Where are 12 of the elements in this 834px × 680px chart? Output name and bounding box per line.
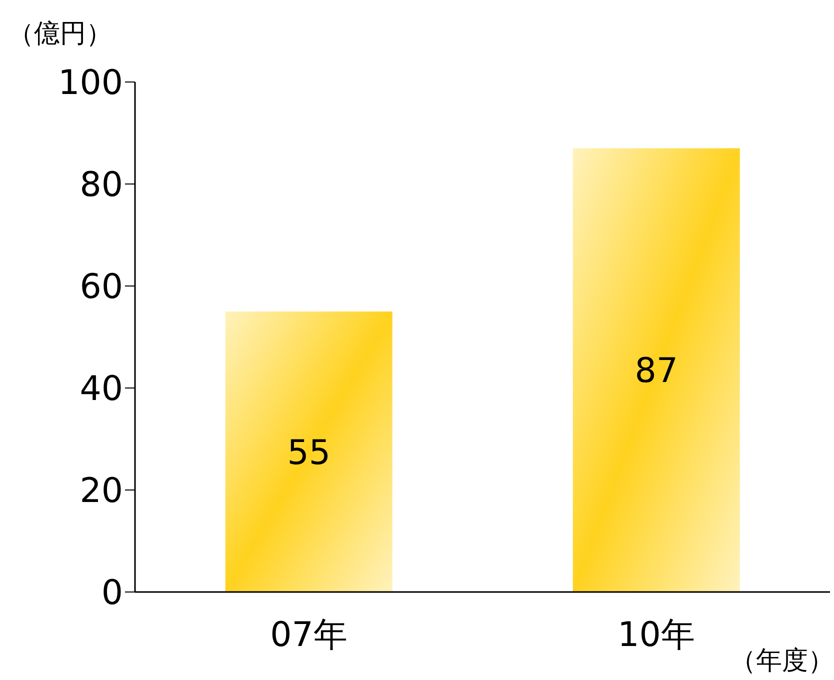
x-axis-title: （年度） [730, 645, 834, 678]
x-tick-label: 10年 [618, 615, 695, 656]
data-label: 87 [634, 351, 678, 392]
data-label: 55 [287, 432, 330, 473]
y-tick-label: 80 [80, 165, 123, 206]
y-tick-label: 20 [80, 471, 123, 512]
y-tick-label: 60 [80, 267, 123, 308]
y-axis-title: （億円） [8, 18, 112, 51]
x-tick-label: 07年 [270, 615, 348, 656]
y-tick-label: 40 [80, 369, 123, 410]
y-tick-label: 0 [101, 573, 123, 614]
y-tick-label: 100 [58, 63, 123, 104]
